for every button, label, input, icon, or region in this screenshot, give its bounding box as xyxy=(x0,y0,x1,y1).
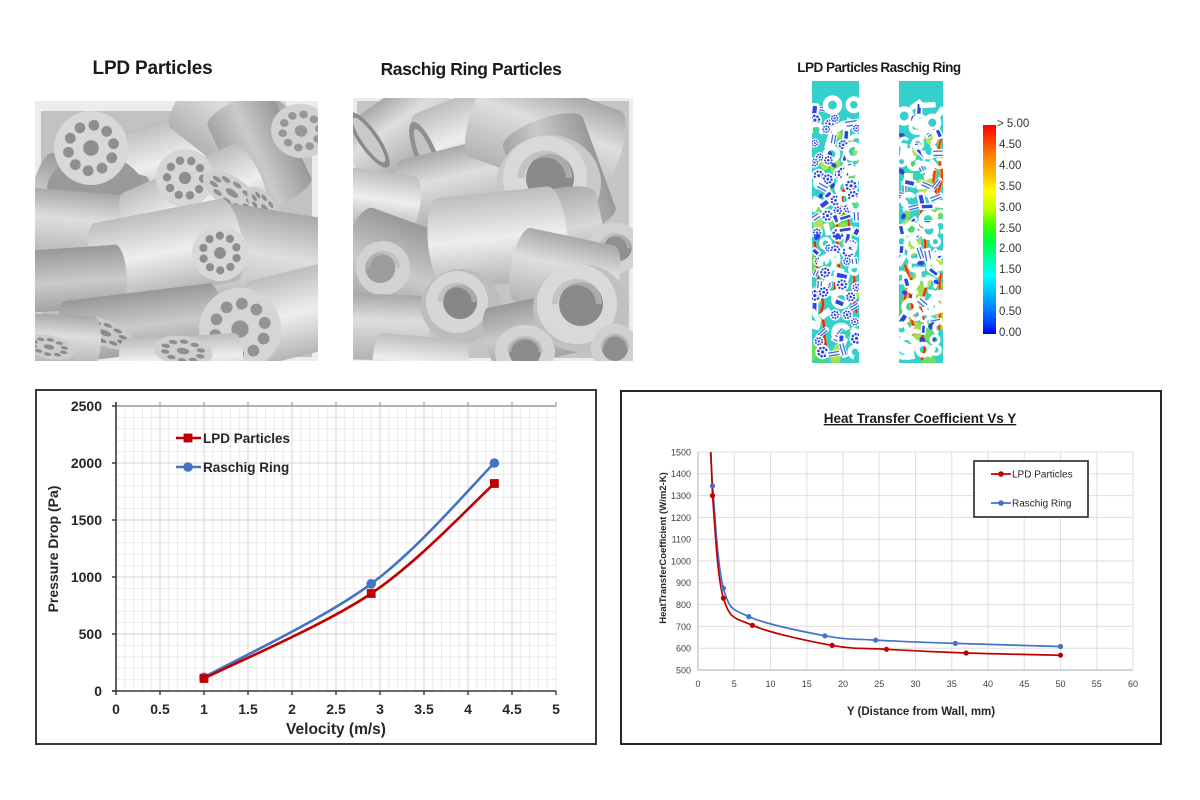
svg-text:40: 40 xyxy=(983,679,993,689)
svg-text:30: 30 xyxy=(910,679,920,689)
svg-text:Y (Distance from Wall, mm): Y (Distance from Wall, mm) xyxy=(847,706,995,718)
svg-text:1000: 1000 xyxy=(671,556,691,566)
svg-text:20: 20 xyxy=(838,679,848,689)
svg-text:1400: 1400 xyxy=(671,469,691,479)
svg-text:0: 0 xyxy=(94,683,102,699)
svg-text:1200: 1200 xyxy=(671,513,691,523)
svg-text:1100: 1100 xyxy=(672,535,691,545)
svg-text:4: 4 xyxy=(464,701,472,717)
svg-text:45: 45 xyxy=(1019,679,1029,689)
svg-text:1500: 1500 xyxy=(71,512,102,528)
svg-text:0.5: 0.5 xyxy=(150,701,170,717)
svg-text:1000: 1000 xyxy=(71,569,102,585)
svg-text:500: 500 xyxy=(676,665,691,675)
svg-text:1: 1 xyxy=(200,701,208,717)
svg-text:0: 0 xyxy=(695,679,700,689)
svg-text:5: 5 xyxy=(552,701,560,717)
svg-text:LPD Particles: LPD Particles xyxy=(203,431,290,446)
svg-text:1.5: 1.5 xyxy=(238,701,258,717)
svg-text:0: 0 xyxy=(112,701,120,717)
svg-text:Heat Transfer Coefficient Vs Y: Heat Transfer Coefficient Vs Y xyxy=(824,411,1017,426)
svg-text:1500: 1500 xyxy=(671,447,691,457)
svg-text:1300: 1300 xyxy=(671,491,691,501)
svg-text:900: 900 xyxy=(676,578,691,588)
svg-text:700: 700 xyxy=(676,622,691,632)
svg-text:2500: 2500 xyxy=(71,398,102,414)
svg-text:55: 55 xyxy=(1092,679,1102,689)
svg-text:2.5: 2.5 xyxy=(326,701,346,717)
svg-text:Velocity (m/s): Velocity (m/s) xyxy=(286,721,386,738)
svg-text:Pressure Drop (Pa): Pressure Drop (Pa) xyxy=(45,486,61,613)
svg-text:Raschig Ring: Raschig Ring xyxy=(203,460,289,475)
svg-text:25: 25 xyxy=(874,679,884,689)
svg-text:10: 10 xyxy=(765,679,775,689)
svg-text:15: 15 xyxy=(802,679,812,689)
svg-text:Raschig Ring: Raschig Ring xyxy=(1012,499,1071,510)
svg-text:800: 800 xyxy=(676,600,691,610)
svg-text:2000: 2000 xyxy=(71,455,102,471)
svg-text:4.5: 4.5 xyxy=(502,701,522,717)
svg-text:3: 3 xyxy=(376,701,384,717)
svg-text:HeatTransferCoefficient (W/m2-: HeatTransferCoefficient (W/m2-K) xyxy=(658,472,669,624)
svg-text:50: 50 xyxy=(1055,679,1065,689)
svg-text:2: 2 xyxy=(288,701,296,717)
svg-text:3.5: 3.5 xyxy=(414,701,434,717)
svg-text:600: 600 xyxy=(676,644,691,654)
svg-text:LPD Particles: LPD Particles xyxy=(1012,470,1073,481)
svg-text:5: 5 xyxy=(732,679,737,689)
svg-text:60: 60 xyxy=(1128,679,1138,689)
svg-text:500: 500 xyxy=(79,626,103,642)
svg-text:35: 35 xyxy=(947,679,957,689)
